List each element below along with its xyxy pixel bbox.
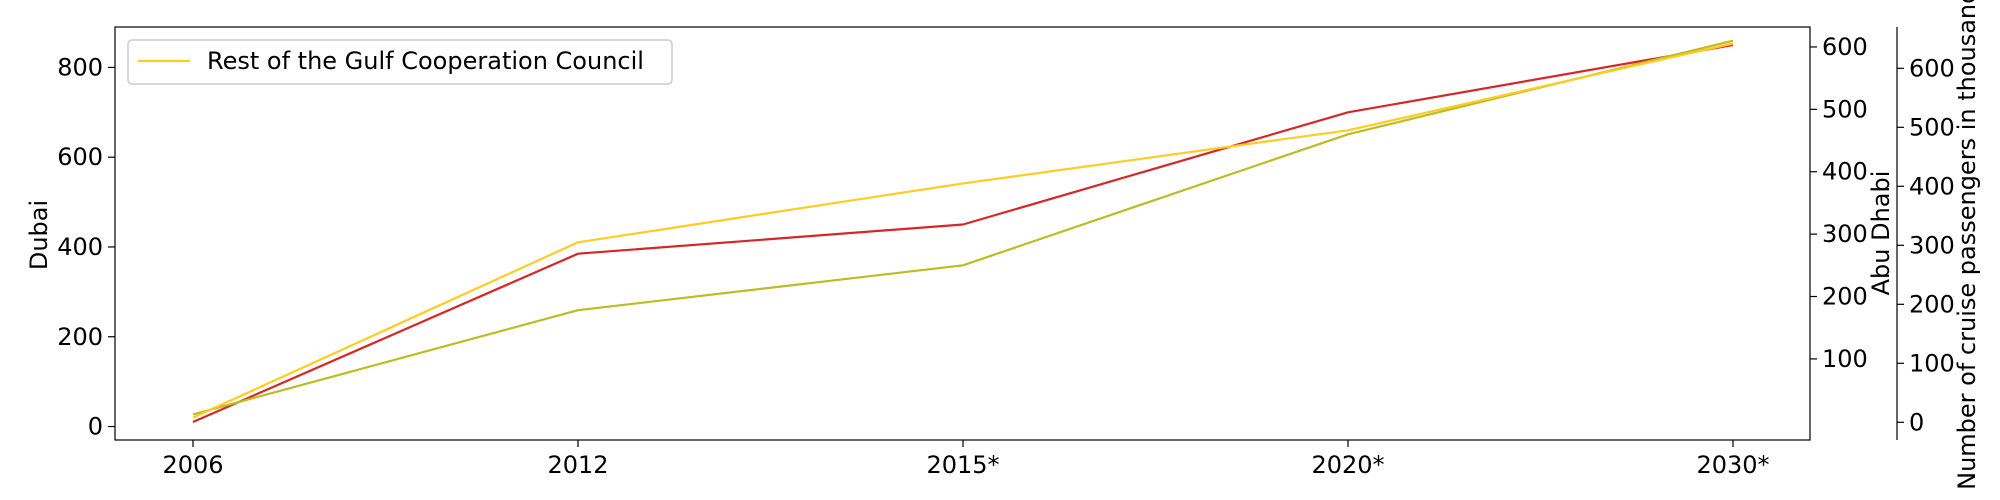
right2-y-tick-label: 200: [1909, 290, 1955, 318]
left-y-tick-label: 400: [57, 233, 103, 261]
right1-y-tick-label: 300: [1822, 220, 1868, 248]
x-tick-label: 2015*: [926, 451, 999, 479]
right1-y-tick-label: 500: [1822, 95, 1868, 123]
right2-y-tick-label: 500: [1909, 113, 1955, 141]
left-y-tick-label: 0: [88, 413, 103, 441]
left-y-tick-label: 600: [57, 143, 103, 171]
x-tick-label: 2006: [162, 451, 223, 479]
x-tick-label: 2012: [547, 451, 608, 479]
right2-axis-title: Number of cruise passengers in thousands: [1953, 0, 1981, 490]
x-tick-label: 2030*: [1696, 451, 1769, 479]
plot-frame: [114, 26, 1811, 441]
x-tick-label: 2020*: [1311, 451, 1384, 479]
legend-label: Rest of the Gulf Cooperation Council: [207, 47, 644, 75]
right1-y-tick-label: 600: [1822, 33, 1868, 61]
right2-y-tick-label: 300: [1909, 231, 1955, 259]
legend: Rest of the Gulf Cooperation Council: [127, 39, 673, 85]
axes-layer: 2006 2012 2015* 2020* 2030* 0 200 400 600 800 100 2…: [57, 26, 1955, 479]
right1-y-tick-label: 400: [1822, 158, 1868, 186]
series-line-2: [192, 39, 1734, 416]
left-axis-title: Dubai: [25, 200, 53, 270]
right1-axis-title: Abu Dhabi: [1867, 171, 1895, 296]
legend-frame: [127, 39, 673, 85]
series-layer: [192, 39, 1734, 424]
right1-y-tick-label: 200: [1822, 283, 1868, 311]
series-line-3: [192, 42, 1734, 419]
left-y-tick-label: 200: [57, 323, 103, 351]
right2-y-tick-label: 600: [1909, 54, 1955, 82]
right2-y-tick-label: 400: [1909, 172, 1955, 200]
right2-y-tick-label: 0: [1909, 408, 1924, 436]
series-line-1: [192, 43, 1734, 424]
right2-y-tick-label: 100: [1909, 349, 1955, 377]
right1-y-tick-label: 100: [1822, 345, 1868, 373]
left-y-tick-label: 800: [57, 53, 103, 81]
